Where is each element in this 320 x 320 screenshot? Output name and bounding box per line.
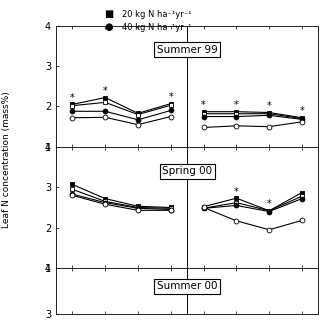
Text: Summer 00: Summer 00: [157, 281, 218, 291]
Text: *: *: [168, 92, 173, 102]
Text: *: *: [103, 86, 108, 96]
Text: *: *: [267, 199, 272, 209]
Text: 40 kg N ha⁻¹yr⁻¹: 40 kg N ha⁻¹yr⁻¹: [122, 23, 191, 32]
Text: *: *: [234, 100, 239, 110]
Text: ●: ●: [105, 22, 113, 32]
Text: Spring 00: Spring 00: [162, 166, 212, 176]
Text: Leaf N concentration (mass%): Leaf N concentration (mass%): [2, 92, 11, 228]
Text: *: *: [267, 101, 272, 111]
Text: *: *: [70, 93, 75, 103]
Text: *: *: [234, 187, 239, 196]
Text: *: *: [300, 106, 304, 116]
Text: ■: ■: [104, 9, 113, 20]
Text: Summer 99: Summer 99: [157, 45, 218, 55]
Text: 20 kg N ha⁻¹yr⁻¹: 20 kg N ha⁻¹yr⁻¹: [122, 10, 191, 19]
Text: *: *: [201, 100, 206, 110]
